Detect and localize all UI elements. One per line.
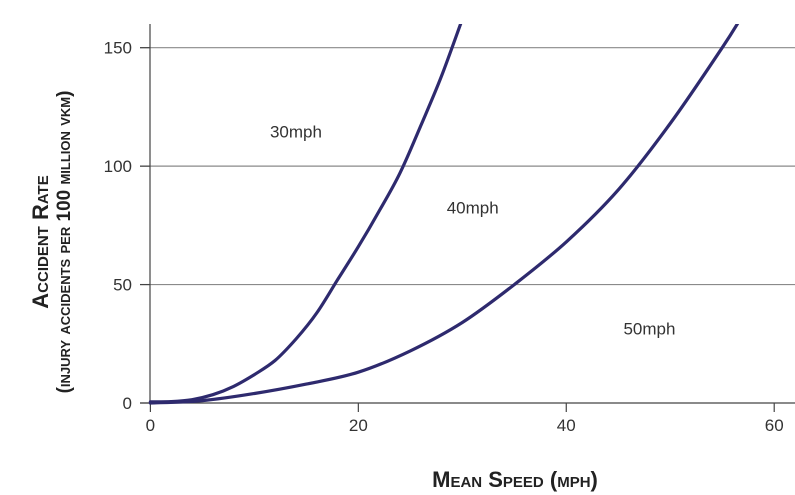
series-label-30mph: 30mph	[270, 123, 322, 142]
y-tick-label-150: 150	[104, 39, 132, 58]
series-label-50mph: 50mph	[623, 319, 675, 338]
gridlines	[140, 47, 795, 286]
x-tick-label-20: 20	[349, 416, 368, 435]
y-axis-title-group: Accident Rate (injury accidents per 100 …	[28, 91, 75, 394]
series-line-1	[148, 24, 463, 404]
x-tick-label-0: 0	[146, 416, 155, 435]
y-tick-label-100: 100	[104, 157, 132, 176]
tick-labels: 0 50 100 150 0 20 40 60	[104, 39, 784, 435]
y-axis-title: Accident Rate	[28, 175, 53, 308]
x-axis-title: Mean Speed (mph)	[432, 467, 598, 492]
series-line-2	[148, 24, 740, 405]
series-lines	[148, 24, 740, 405]
axes	[140, 24, 795, 412]
x-tick-label-60: 60	[765, 416, 784, 435]
series-label-40mph: 40mph	[447, 199, 499, 218]
y-tick-label-50: 50	[113, 276, 132, 295]
series-labels: 30mph 40mph 50mph	[270, 123, 675, 339]
x-tick-label-40: 40	[557, 416, 576, 435]
y-tick-label-0: 0	[123, 394, 132, 413]
y-axis-subtitle: (injury accidents per 100 million vkm)	[54, 91, 75, 394]
